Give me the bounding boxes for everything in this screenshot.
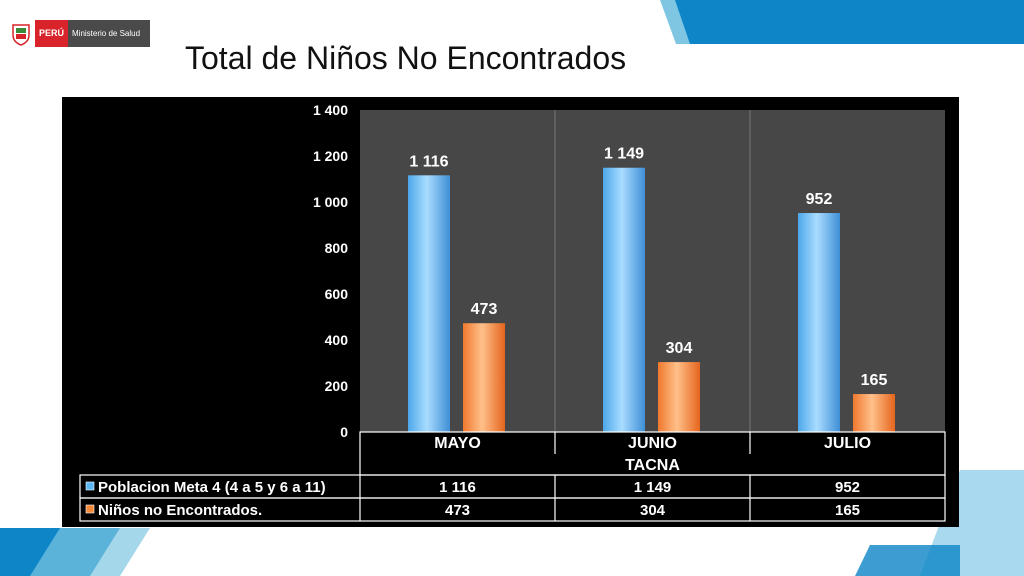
data-label: 1 116 <box>409 153 448 170</box>
plot-area <box>360 110 945 432</box>
table-cell-value: 1 149 <box>634 479 672 496</box>
table-cell-value: 952 <box>835 479 860 496</box>
data-label: 1 149 <box>604 146 644 163</box>
data-label: 952 <box>806 191 833 208</box>
legend-swatch <box>85 481 95 491</box>
y-tick-label: 1 000 <box>313 194 348 210</box>
x-tick-label: JUNIO <box>628 435 677 452</box>
bar-no-encontrados <box>463 323 505 432</box>
bottom-left-light-band <box>30 528 150 576</box>
y-tick-label: 800 <box>325 240 349 256</box>
ministry-logo: PERÚ Ministerio de Salud <box>10 20 150 47</box>
bar-no-encontrados <box>853 394 895 432</box>
bottom-right-dark-band <box>855 545 960 576</box>
bar-poblacion <box>408 175 450 432</box>
data-label: 304 <box>666 340 693 357</box>
y-tick-label: 200 <box>325 378 349 394</box>
coat-of-arms-icon <box>12 23 30 46</box>
group-label: TACNA <box>625 457 680 474</box>
table-cell-value: 473 <box>445 502 470 519</box>
page-title: Total de Niños No Encontrados <box>185 40 627 76</box>
table-cell-value: 165 <box>835 502 860 519</box>
legend-swatch <box>85 504 95 514</box>
country-label: PERÚ <box>35 20 69 47</box>
ministry-label: Ministerio de Salud <box>68 20 150 47</box>
bar-poblacion <box>798 213 840 432</box>
y-tick-label: 1 200 <box>313 148 348 164</box>
y-tick-label: 400 <box>325 332 349 348</box>
y-tick-label: 600 <box>325 286 349 302</box>
bar-no-encontrados <box>658 362 700 432</box>
legend-label: Poblacion Meta 4 (4 a 5 y 6 a 11) <box>98 479 326 496</box>
table-cell-value: 304 <box>640 502 666 519</box>
data-label: 165 <box>861 372 888 389</box>
table-row-box <box>79 497 946 522</box>
y-tick-label: 0 <box>340 424 348 440</box>
y-tick-label: 1 400 <box>313 102 348 118</box>
top-right-dark-band <box>675 0 1024 44</box>
bar-chart: 0 200 400 600 800 1 000 1 200 1 400 1 116 473 1 1… <box>62 97 959 527</box>
legend-label: Niños no Encontrados. <box>98 502 262 519</box>
x-tick-label: MAYO <box>434 435 481 452</box>
data-label: 473 <box>471 301 498 318</box>
bar-poblacion <box>603 167 645 432</box>
x-tick-label: JULIO <box>824 435 871 452</box>
table-cell-value: 1 116 <box>439 479 476 496</box>
